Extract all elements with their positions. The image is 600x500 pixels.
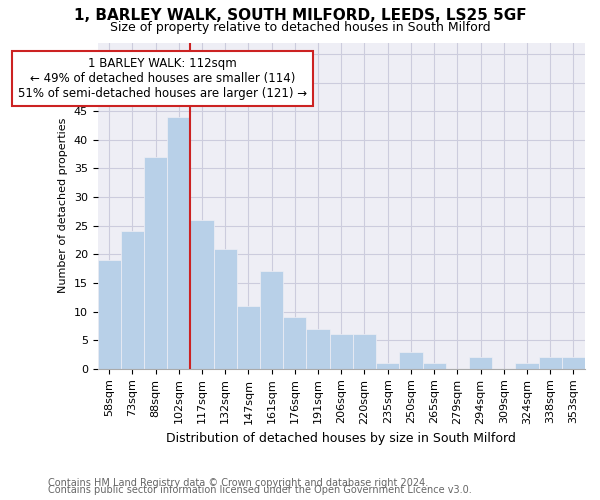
- Bar: [167, 117, 190, 369]
- Bar: [190, 220, 214, 369]
- Text: 1, BARLEY WALK, SOUTH MILFORD, LEEDS, LS25 5GF: 1, BARLEY WALK, SOUTH MILFORD, LEEDS, LS…: [74, 8, 526, 22]
- Bar: [422, 363, 446, 369]
- Bar: [353, 334, 376, 369]
- Bar: [562, 358, 585, 369]
- Bar: [260, 272, 283, 369]
- Bar: [469, 358, 492, 369]
- Text: Contains HM Land Registry data © Crown copyright and database right 2024.: Contains HM Land Registry data © Crown c…: [48, 478, 428, 488]
- Text: Size of property relative to detached houses in South Milford: Size of property relative to detached ho…: [110, 21, 490, 34]
- Bar: [515, 363, 539, 369]
- Y-axis label: Number of detached properties: Number of detached properties: [58, 118, 68, 294]
- Bar: [283, 318, 307, 369]
- Text: Contains public sector information licensed under the Open Government Licence v3: Contains public sector information licen…: [48, 485, 472, 495]
- Text: 1 BARLEY WALK: 112sqm
← 49% of detached houses are smaller (114)
51% of semi-det: 1 BARLEY WALK: 112sqm ← 49% of detached …: [18, 57, 307, 100]
- Bar: [237, 306, 260, 369]
- Bar: [400, 352, 422, 369]
- X-axis label: Distribution of detached houses by size in South Milford: Distribution of detached houses by size …: [166, 432, 516, 445]
- Bar: [376, 363, 400, 369]
- Bar: [98, 260, 121, 369]
- Bar: [144, 157, 167, 369]
- Bar: [307, 328, 329, 369]
- Bar: [329, 334, 353, 369]
- Bar: [539, 358, 562, 369]
- Bar: [121, 232, 144, 369]
- Bar: [214, 248, 237, 369]
